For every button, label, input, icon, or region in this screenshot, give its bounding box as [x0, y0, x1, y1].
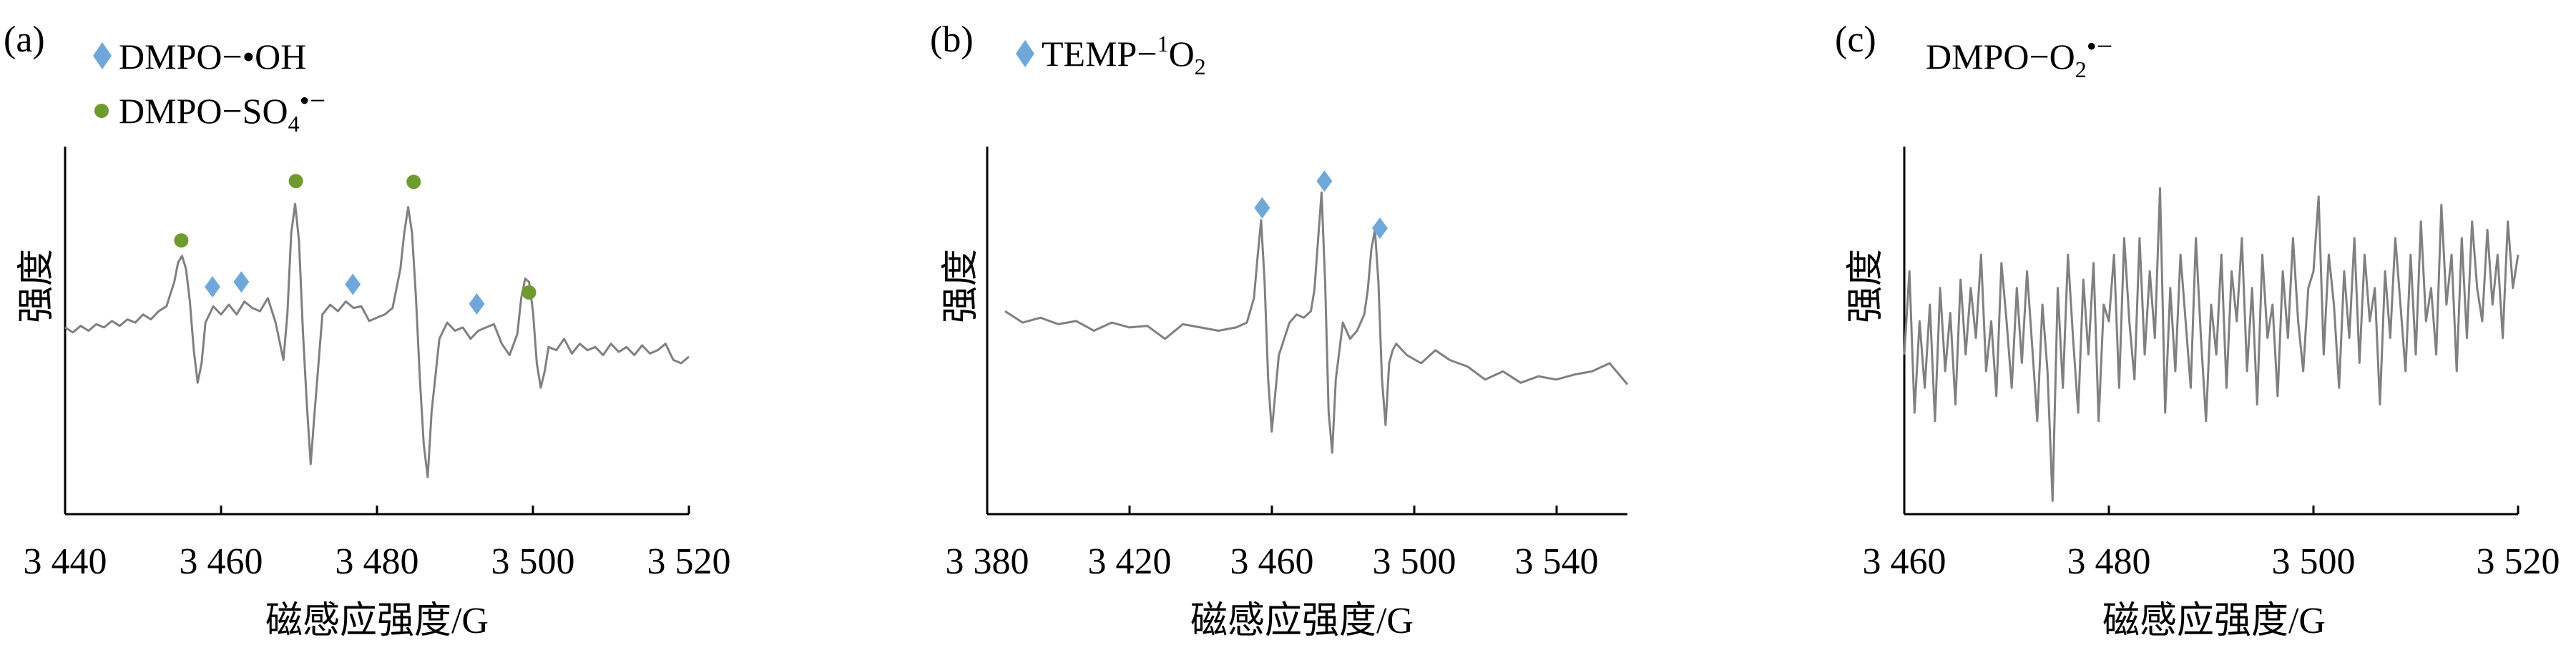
panel-c-ticks	[1903, 506, 2519, 514]
panel-a-x-tick-label: 3 500	[491, 541, 575, 582]
panel-a-diamond-marker	[469, 292, 485, 315]
panel-b-legend: TEMP−1O2	[1016, 31, 1206, 79]
panel-b-markers	[1254, 170, 1388, 240]
panel-c-y-axis-label: 强度	[1846, 249, 1886, 323]
panel-c-x-tick-label: 3 480	[2067, 541, 2151, 582]
panel-b-spectrum-line	[1004, 191, 1629, 454]
panel-b-x-tick-label: 3 420	[1088, 541, 1172, 582]
panel-c-tick-labels: 3 460 3 480 3 500 3 520	[1863, 541, 2560, 582]
panel-a-legend-entry-oh: DMPO−•OH	[119, 36, 306, 77]
panel-a-dot-marker	[406, 174, 421, 189]
panel-b-x-tick-label: 3 460	[1230, 541, 1314, 582]
panel-a-x-tick-label: 3 440	[24, 541, 107, 582]
panel-c-legend-entry-o2: DMPO−O2•−	[1926, 30, 2112, 82]
panel-a-legend-entry-so4: DMPO−SO4•−	[119, 84, 325, 137]
panel-a-diamond-marker	[233, 271, 250, 293]
panel-c-x-tick-label: 3 460	[1863, 541, 1946, 582]
panel-a-markers	[174, 174, 537, 315]
panel-a-tick-labels: 3 440 3 460 3 480 3 500 3 520	[24, 541, 731, 582]
panel-c-x-axis-label: 磁感应强度/G	[2102, 601, 2326, 641]
panel-a-diamond-marker	[345, 273, 361, 295]
panel-a-spectrum-line	[64, 202, 690, 478]
panel-b-x-tick-label: 3 380	[946, 541, 1029, 582]
panel-c-legend: DMPO−O2•−	[1926, 30, 2112, 82]
panel-b-x-axis-label: 磁感应强度/G	[1190, 601, 1414, 641]
panel-a-legend-dot-marker	[94, 104, 109, 118]
panel-b-y-axis-label: 强度	[941, 249, 981, 323]
panel-b-x-tick-label: 3 540	[1515, 541, 1599, 582]
panel-c: (c) DMPO−O2•− 强度 3 460 3 480 3 500 3 520…	[1835, 19, 2560, 641]
panel-a-x-tick-label: 3 520	[647, 541, 731, 582]
panel-a-legend: DMPO−•OH DMPO−SO4•−	[93, 36, 325, 137]
panel-b-tick-labels: 3 380 3 420 3 460 3 500 3 540	[946, 541, 1599, 582]
panel-a-dot-marker	[521, 285, 537, 300]
panel-a-legend-diamond-marker	[93, 42, 112, 69]
panel-b-diamond-marker	[1254, 197, 1270, 219]
panel-b-ticks	[986, 506, 1558, 514]
panel-b-label: (b)	[930, 19, 974, 60]
panel-c-label: (c)	[1835, 19, 1876, 60]
panel-a-x-tick-label: 3 460	[180, 541, 263, 582]
panel-a: (a) DMPO−•OH DMPO−SO4•− 强度 3 440 3 460 3…	[4, 19, 731, 641]
panel-c-x-tick-label: 3 520	[2477, 541, 2560, 582]
panel-b-legend-entry-temp: TEMP−1O2	[1042, 31, 1206, 79]
panel-a-dot-marker	[174, 233, 189, 248]
panel-a-dot-marker	[288, 174, 303, 189]
panel-a-label: (a)	[4, 19, 45, 60]
panel-b: (b) TEMP−1O2 强度 3 380 3 420 3 460 3 500 …	[930, 19, 1629, 641]
panel-b-diamond-marker	[1316, 170, 1333, 192]
panel-c-spectrum-line	[1903, 187, 2519, 502]
panel-b-diamond-marker	[1371, 217, 1388, 240]
panel-a-ticks	[64, 506, 690, 514]
panel-a-diamond-marker	[205, 276, 221, 298]
panel-a-x-axis-label: 磁感应强度/G	[265, 601, 489, 641]
panel-a-y-axis-label: 强度	[16, 249, 57, 323]
panel-b-legend-diamond-marker	[1016, 40, 1034, 67]
panel-b-x-tick-label: 3 500	[1373, 541, 1456, 582]
panel-a-x-tick-label: 3 480	[336, 541, 419, 582]
panel-c-x-tick-label: 3 500	[2272, 541, 2356, 582]
